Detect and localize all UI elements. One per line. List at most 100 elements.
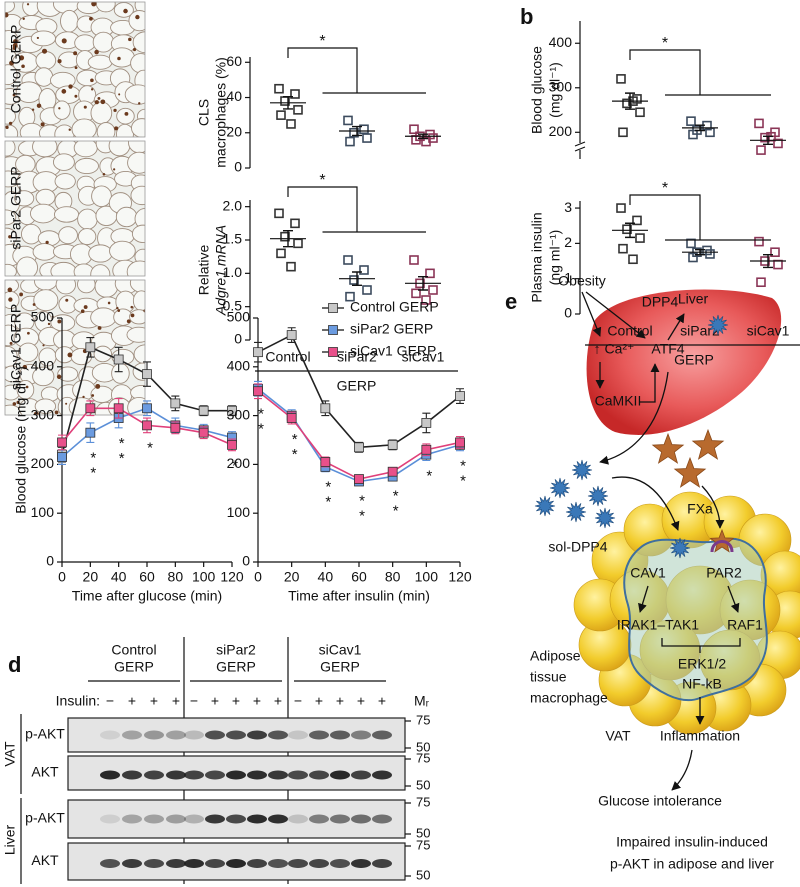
data-point — [286, 413, 297, 423]
stain — [117, 309, 121, 313]
stain — [8, 121, 13, 126]
band — [122, 814, 142, 824]
data-point — [362, 133, 372, 143]
data-point — [756, 145, 766, 155]
stain — [74, 94, 78, 98]
data-point — [276, 248, 286, 259]
adipocyte — [77, 280, 96, 294]
adipocyte — [38, 88, 57, 111]
band — [166, 859, 186, 868]
band — [122, 859, 142, 868]
axis-break — [574, 141, 586, 147]
panel-label: e — [505, 289, 517, 314]
y-tick-label: 400 — [549, 34, 573, 50]
band — [330, 770, 350, 780]
band — [205, 770, 225, 780]
data-point — [198, 405, 209, 416]
stain — [83, 105, 87, 109]
stain — [36, 103, 42, 108]
significance-bracket — [629, 194, 771, 241]
insulin-label: Insulin: — [56, 693, 100, 709]
x-tick-label: 100 — [192, 569, 216, 585]
band — [268, 730, 288, 740]
adipocyte — [55, 85, 81, 104]
lane-label: − — [190, 693, 198, 709]
band — [166, 814, 186, 824]
stain — [12, 46, 17, 51]
arrow — [599, 371, 669, 465]
adipocyte — [34, 67, 54, 87]
stain — [68, 128, 71, 131]
band — [226, 859, 246, 868]
stain — [83, 305, 88, 309]
band — [166, 730, 186, 740]
data-point — [345, 291, 355, 302]
adipocyte — [5, 141, 16, 157]
data-point — [622, 98, 632, 109]
group-label: GERP — [114, 659, 154, 675]
data-point — [286, 330, 297, 340]
stain — [51, 315, 54, 318]
y-tick-label: 200 — [227, 455, 251, 471]
stain — [130, 305, 134, 309]
y-axis-label: (ng ml⁻¹) — [547, 230, 563, 286]
adipocyte — [95, 2, 116, 13]
data-point — [320, 403, 331, 414]
marker-label: 75 — [416, 837, 430, 852]
stain — [91, 394, 95, 397]
band — [372, 814, 392, 824]
data-point — [227, 405, 237, 416]
y-tick-label: 400 — [31, 358, 55, 374]
data-point — [409, 255, 419, 265]
sem-bar — [625, 222, 635, 239]
band — [351, 814, 371, 824]
data-point — [57, 452, 67, 462]
data-point — [773, 259, 783, 270]
data-point — [455, 437, 465, 448]
adipocyte — [32, 141, 58, 158]
marker-label: 75 — [416, 750, 430, 765]
data-point — [421, 444, 432, 455]
annotation: * — [325, 479, 331, 496]
data-point — [421, 295, 431, 305]
micrograph-frame — [4, 140, 146, 277]
series-line — [257, 390, 461, 480]
y-tick-label: 0.5 — [223, 297, 243, 313]
stain — [116, 306, 119, 310]
data-point — [113, 354, 124, 365]
y-tick-label: 1.0 — [223, 264, 243, 280]
adipocyte — [90, 307, 117, 328]
y-axis-label: Adgre1 mRNA — [213, 225, 229, 316]
tissue-label: VAT — [2, 741, 18, 767]
y-tick-label: 500 — [31, 309, 55, 325]
data-point — [343, 255, 353, 265]
data-point — [349, 275, 359, 285]
stain — [65, 298, 69, 302]
stain — [82, 395, 85, 399]
significance-label: * — [319, 172, 325, 189]
adipocyte — [5, 263, 17, 276]
adipocyte — [115, 206, 138, 228]
stain — [94, 49, 99, 55]
data-point — [276, 110, 286, 120]
y-tick-label: 400 — [227, 358, 251, 374]
adipocyte — [58, 226, 78, 245]
y-tick-label: 100 — [227, 504, 251, 520]
arrow — [640, 363, 660, 403]
arrow — [611, 476, 680, 531]
band — [330, 859, 350, 868]
data-point — [387, 439, 398, 450]
data-point — [770, 247, 780, 258]
data-point — [274, 208, 284, 219]
x-tick-label: 20 — [284, 569, 300, 585]
band — [226, 730, 246, 740]
diagram-label: Liver — [678, 291, 709, 307]
adipocyte — [128, 10, 145, 32]
x-tick-label: 80 — [168, 569, 184, 585]
data-point — [754, 236, 764, 247]
row-label: AKT — [31, 764, 59, 780]
stain — [7, 287, 13, 293]
stain — [45, 240, 49, 245]
data-point — [85, 403, 96, 414]
micrograph — [5, 2, 145, 137]
